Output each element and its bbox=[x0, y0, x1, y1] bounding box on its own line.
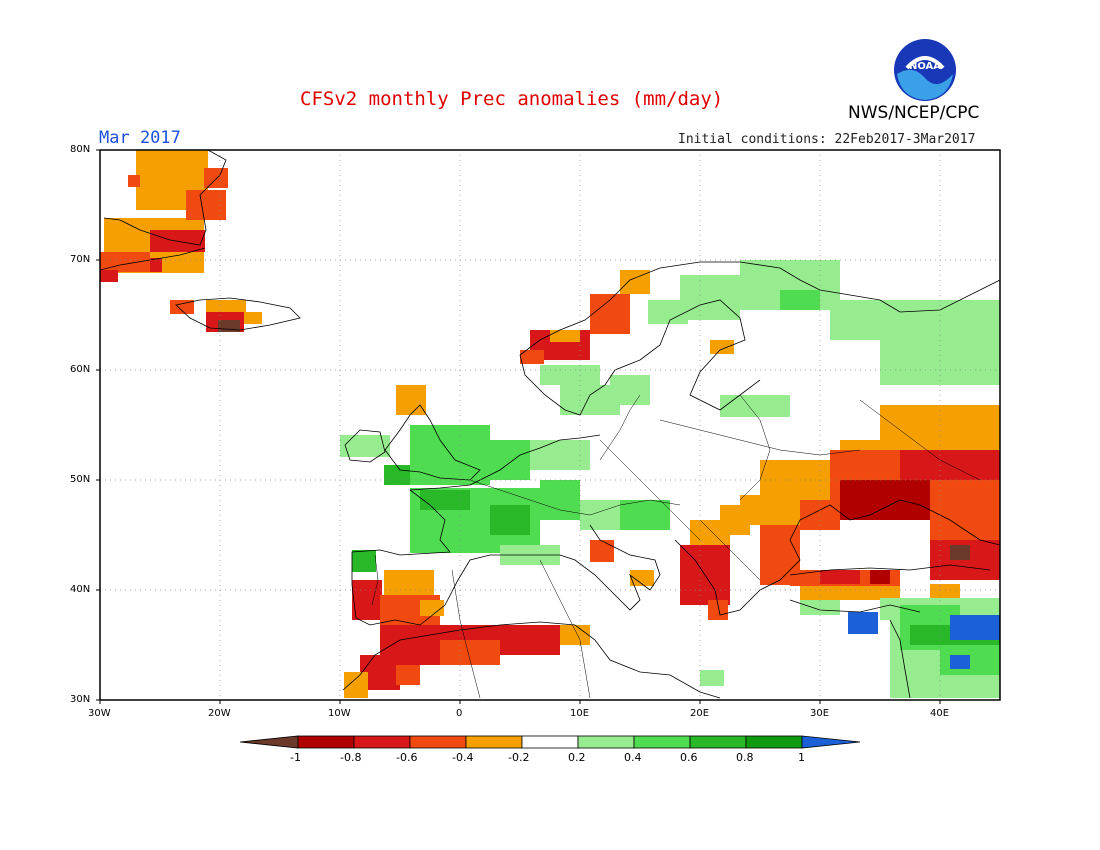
colorbar-label: 0.2 bbox=[568, 751, 586, 764]
initial-conditions: Initial conditions: 22Feb2017-3Mar2017 bbox=[678, 132, 976, 147]
colorbar-label: 0.4 bbox=[624, 751, 642, 764]
logo-text: NOAA bbox=[909, 61, 941, 72]
colorbar-label: -0.2 bbox=[508, 751, 530, 764]
colorbar-below-min bbox=[239, 735, 299, 749]
colorbar-label: -1 bbox=[290, 751, 301, 764]
lon-label-0: 0 bbox=[456, 708, 463, 719]
colorbar-label: -0.4 bbox=[452, 751, 474, 764]
lon-label-30w: 30W bbox=[88, 708, 111, 719]
map-frame bbox=[99, 149, 1001, 701]
lat-label-80n: 80N bbox=[70, 144, 91, 155]
noaa-logo-icon: NOAA bbox=[894, 39, 956, 101]
anomaly-field bbox=[100, 150, 1000, 698]
lon-label-30e: 30E bbox=[810, 708, 830, 719]
lon-label-10e: 10E bbox=[570, 708, 590, 719]
colorbar-label: -0.8 bbox=[340, 751, 362, 764]
axis-ticks bbox=[96, 149, 941, 704]
colorbar bbox=[239, 735, 861, 749]
colorbar-label: -0.6 bbox=[396, 751, 418, 764]
lat-label-40n: 40N bbox=[70, 584, 91, 595]
country-borders bbox=[371, 394, 981, 699]
lon-label-40e: 40E bbox=[930, 708, 950, 719]
colorbar-label: 0.6 bbox=[680, 751, 698, 764]
lat-label-50n: 50N bbox=[70, 474, 91, 485]
lat-label-60n: 60N bbox=[70, 364, 91, 375]
lon-label-10w: 10W bbox=[328, 708, 351, 719]
colorbar-label: 0.8 bbox=[736, 751, 754, 764]
colorbar-above-max bbox=[801, 735, 861, 749]
lon-label-20e: 20E bbox=[690, 708, 710, 719]
map-title: CFSv2 monthly Prec anomalies (mm/day) bbox=[300, 88, 724, 110]
lon-label-20w: 20W bbox=[208, 708, 231, 719]
lat-label-30n: 30N bbox=[70, 694, 91, 705]
month-label: Mar 2017 bbox=[99, 128, 181, 148]
colorbar-label: 1 bbox=[798, 751, 805, 764]
org-label: NWS/NCEP/CPC bbox=[848, 103, 980, 123]
lat-label-70n: 70N bbox=[70, 254, 91, 265]
lat-lon-grid bbox=[100, 150, 1000, 700]
